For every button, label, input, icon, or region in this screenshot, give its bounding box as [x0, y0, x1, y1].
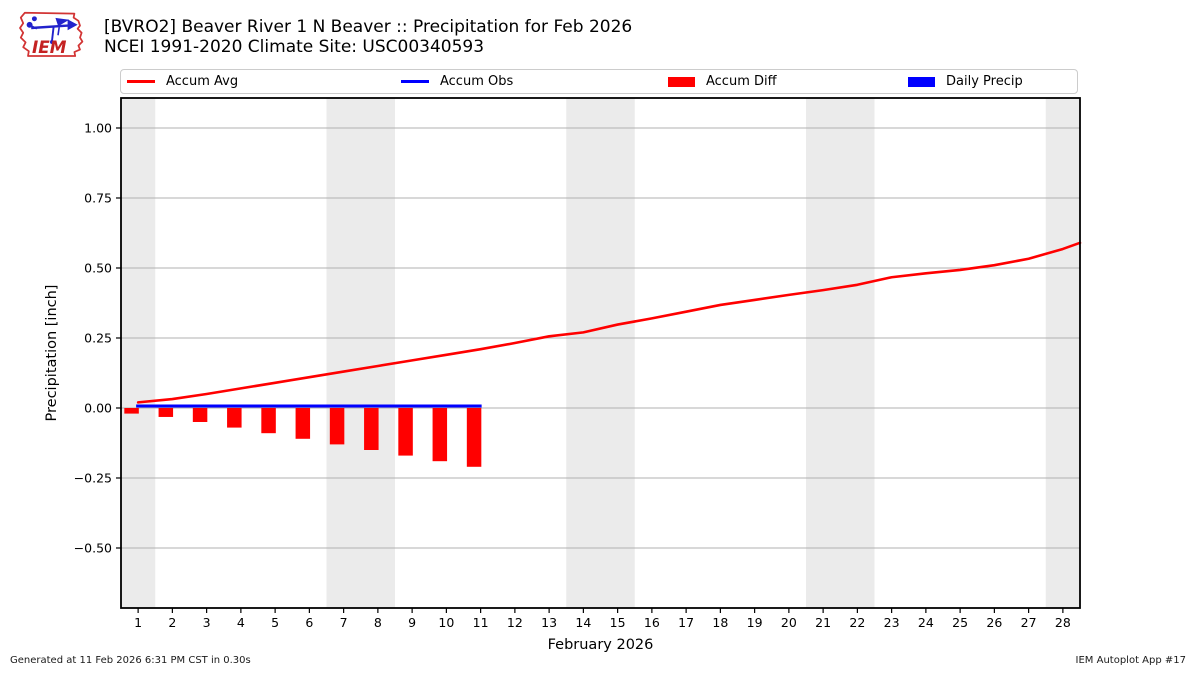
x-tick-label: 17 [678, 615, 694, 630]
iem-logo: IEM [19, 11, 84, 57]
accum-avg-line-swatch [127, 80, 155, 83]
x-tick-label: 26 [986, 615, 1002, 630]
x-tick-label: 5 [271, 615, 279, 630]
weather-vane-icon [26, 16, 78, 44]
x-tick-label: 14 [575, 615, 591, 630]
accum-diff-bar [398, 407, 413, 456]
legend-label: Accum Diff [706, 74, 777, 89]
daily-precip-rect-swatch [908, 76, 935, 87]
x-tick-label: 21 [815, 615, 831, 630]
legend-item-accum-obs: Accum Obs [401, 70, 513, 93]
y-tick-label: −0.25 [74, 470, 112, 485]
x-tick-label: 18 [712, 615, 728, 630]
x-tick-label: 12 [507, 615, 523, 630]
iowa-outline-icon [19, 11, 84, 57]
accum-diff-bar [124, 407, 139, 414]
legend-item-accum-avg: Accum Avg [127, 70, 238, 93]
x-tick-label: 15 [610, 615, 626, 630]
plot-border [120, 97, 1081, 609]
accum-diff-rect-swatch [668, 76, 695, 87]
x-tick-label: 16 [644, 615, 660, 630]
y-tick-label: 0.50 [84, 260, 112, 275]
x-tick-label: 10 [438, 615, 454, 630]
accum-diff-bar [261, 407, 276, 434]
accum-avg-line [136, 241, 1082, 404]
weekend-band [806, 98, 875, 608]
x-tick-label: 2 [168, 615, 176, 630]
logo-text: IEM [32, 37, 67, 57]
y-tick-label: 0.00 [84, 400, 112, 415]
title-block: [BVRO2] Beaver River 1 N Beaver :: Preci… [104, 17, 632, 57]
accum-diff-bar [329, 407, 345, 445]
x-tick-label: 11 [473, 615, 489, 630]
legend-label: Daily Precip [946, 74, 1023, 89]
x-tick-label: 19 [747, 615, 763, 630]
accum-diff-bar [158, 407, 174, 417]
accum-diff-bar [466, 407, 482, 467]
legend-item-accum-diff: Accum Diff [668, 70, 777, 93]
accum-diff-bar [295, 407, 311, 439]
legend-item-daily-precip: Daily Precip [908, 70, 1023, 93]
x-tick-label: 6 [305, 615, 313, 630]
y-axis-title: Precipitation [inch] [44, 284, 60, 422]
weekend-band [326, 98, 395, 608]
x-tick-label: 23 [884, 615, 900, 630]
x-tick-label: 4 [237, 615, 245, 630]
x-tick-label: 27 [1021, 615, 1037, 630]
x-tick-label: 28 [1055, 615, 1071, 630]
legend-box: Accum Avg Accum Obs Accum Diff Daily Pre… [120, 69, 1078, 94]
x-tick-label: 20 [781, 615, 797, 630]
accum-diff-bar [432, 407, 448, 462]
x-tick-label: 13 [541, 615, 557, 630]
y-tick-label: 1.00 [84, 120, 112, 135]
legend-label: Accum Avg [166, 74, 239, 89]
page-title: [BVRO2] Beaver River 1 N Beaver :: Preci… [104, 17, 633, 37]
y-tick-label: 0.75 [84, 190, 112, 205]
page-subtitle: NCEI 1991-2020 Climate Site: USC00340593 [104, 37, 485, 57]
accum-diff-bar [192, 407, 208, 422]
x-tick-label: 7 [340, 615, 348, 630]
weekend-band [121, 98, 156, 608]
generated-timestamp: Generated at 11 Feb 2026 6:31 PM CST in … [10, 655, 251, 666]
app-credit: IEM Autoplot App #17 [1075, 655, 1186, 666]
x-axis-title: February 2026 [548, 637, 654, 653]
x-tick-label: 8 [374, 615, 382, 630]
accum-obs-line-swatch [401, 80, 429, 83]
weekend-band [1045, 98, 1080, 608]
x-tick-label: 24 [918, 615, 934, 630]
accum-diff-bar [227, 407, 242, 428]
accum-diff-bar [364, 407, 379, 450]
y-tick-label: 0.25 [84, 330, 112, 345]
x-tick-label: 22 [849, 615, 865, 630]
y-tick-label: −0.50 [74, 540, 112, 555]
x-tick-label: 3 [203, 615, 211, 630]
legend-label: Accum Obs [440, 74, 514, 89]
x-tick-label: 9 [408, 615, 416, 630]
x-tick-label: 25 [952, 615, 968, 630]
weekend-band [566, 98, 635, 608]
x-tick-label: 1 [134, 615, 142, 630]
